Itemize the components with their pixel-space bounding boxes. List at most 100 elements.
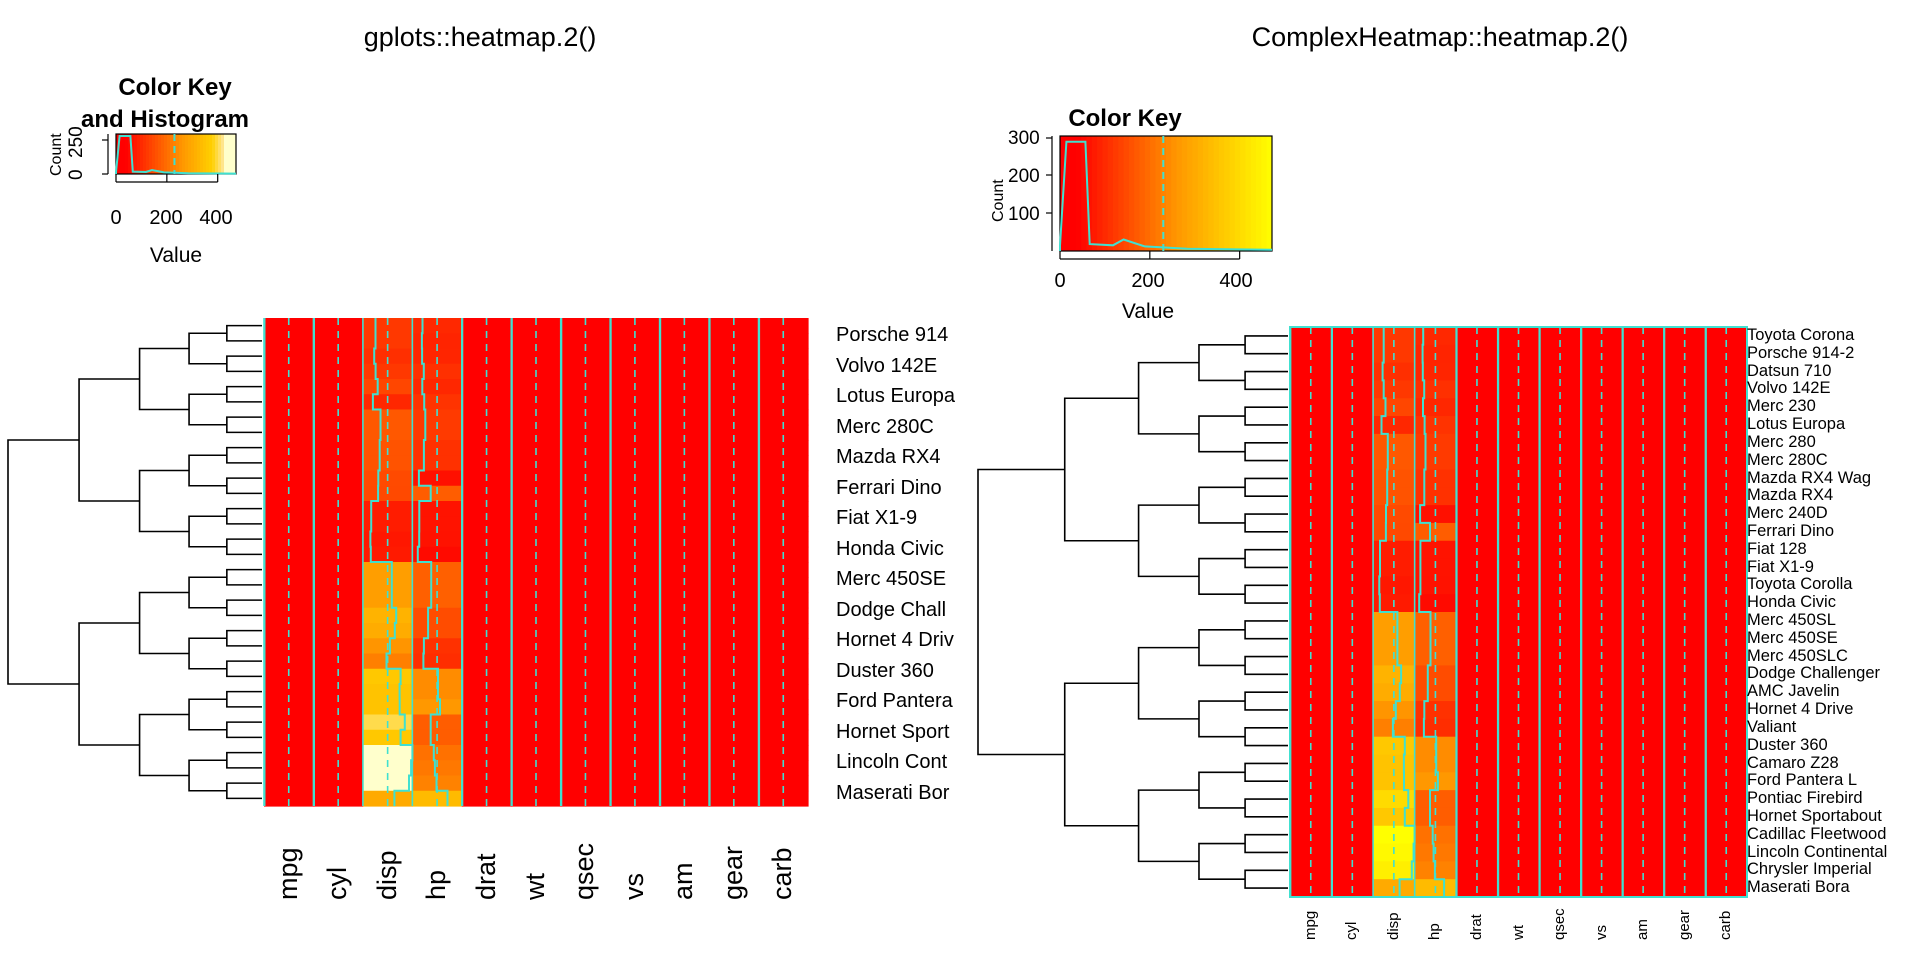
heatmap-cell	[1331, 433, 1374, 453]
heatmap-cell	[1290, 433, 1333, 453]
dendrogram-branch	[7, 439, 80, 685]
heatmap-cell	[659, 318, 710, 334]
heatmap-cell	[1663, 327, 1707, 346]
right-key-ytick: 100	[1008, 204, 1040, 225]
key-gradient-segment	[1229, 136, 1236, 251]
dendrogram-branch	[1198, 842, 1246, 880]
heatmap-cell	[1539, 327, 1582, 346]
row-label: Merc 450SL	[1747, 611, 1836, 629]
row-label: Ferrari Dino	[836, 476, 942, 499]
heatmap-cell	[659, 668, 710, 685]
heatmap-cell	[758, 699, 809, 716]
heatmap-cell	[560, 348, 611, 365]
row-label: Hornet 4 Driv	[836, 629, 954, 651]
dendrogram-branch	[138, 713, 190, 777]
right-heatmap-panel: ComplexHeatmap::heatmap.2() Color Key Co…	[960, 0, 1920, 960]
row-label: Fiat X1-9	[1747, 557, 1814, 576]
dendrogram-branch	[226, 355, 262, 373]
row-label: Ferrari Dino	[1747, 521, 1835, 540]
row-label: Datsun 710	[1747, 361, 1832, 380]
heatmap-cell	[1622, 807, 1665, 827]
row-label: Merc 450SLC	[1747, 646, 1848, 665]
heatmap-cell	[1331, 772, 1374, 791]
key-gradient-segment	[1123, 136, 1130, 251]
heatmap-cell	[461, 333, 512, 350]
heatmap-cell	[362, 607, 413, 624]
heatmap-cell	[1331, 612, 1374, 631]
key-frame	[115, 133, 237, 175]
key-gradient-segment	[224, 134, 228, 174]
row-label: Cadillac Fleetwood	[1747, 824, 1887, 843]
heatmap-cell	[758, 760, 809, 777]
heatmap-cell	[758, 440, 809, 456]
heatmap-cell	[1456, 807, 1499, 827]
heatmap-cell	[1290, 576, 1333, 595]
key-gradient-segment	[1144, 136, 1151, 251]
heatmap-cell	[1539, 612, 1582, 631]
heatmap-cell	[659, 348, 710, 365]
key-gradient-segment	[1245, 136, 1252, 251]
heatmap-cell	[1663, 469, 1707, 488]
dendrogram-branch	[1137, 789, 1199, 863]
heatmap-cell	[313, 501, 364, 517]
heatmap-cell	[1497, 718, 1540, 738]
right-key-title: Color Key	[1068, 105, 1182, 132]
row-label: Volvo 142E	[836, 354, 938, 377]
heatmap-cell	[511, 699, 562, 716]
row-label: Mazda RX4	[1747, 486, 1834, 505]
key-gradient-segment	[164, 134, 168, 174]
key-gradient-segment	[230, 134, 234, 174]
key-gradient-segment	[1134, 136, 1140, 251]
row-label: Merc 230	[1747, 397, 1816, 416]
heatmap-cell	[461, 699, 512, 716]
heatmap-cell	[461, 440, 512, 456]
key-gradient-segment	[194, 134, 198, 174]
key-gradient-segment	[212, 134, 216, 174]
heatmap-cell	[1622, 327, 1665, 346]
heatmap-cell	[1539, 754, 1582, 773]
key-gradient-segment	[191, 134, 195, 174]
row-label: Mazda RX4	[836, 446, 941, 468]
heatmap-cell	[264, 333, 315, 350]
column-label: drat	[1467, 914, 1485, 940]
heatmap-cell	[560, 684, 611, 700]
heatmap-cell	[461, 760, 512, 777]
dendrogram-branch	[1198, 629, 1246, 667]
right-key-xlabel: Value	[1121, 300, 1175, 323]
heatmap-cell	[1580, 327, 1623, 346]
heatmap-cell	[758, 668, 809, 685]
row-label: Lincoln Cont	[836, 751, 948, 773]
heatmap-cell	[362, 760, 413, 777]
heatmap-cell	[1705, 433, 1748, 453]
heatmap-cell	[362, 501, 413, 517]
column-label: gear	[717, 845, 748, 900]
heatmap-cell	[461, 501, 512, 517]
right-key-xtick: 200	[1131, 270, 1165, 292]
row-label: Fiat 128	[1747, 539, 1807, 558]
heatmap-cell	[758, 607, 809, 624]
key-gradient-segment	[1086, 136, 1093, 251]
heatmap-cell	[461, 607, 512, 624]
heatmap-cell	[1663, 380, 1707, 399]
heatmap-cell	[1456, 469, 1499, 488]
key-gradient-segment	[131, 134, 135, 174]
heatmap-cell	[1456, 718, 1499, 738]
heatmap-cell	[1622, 665, 1665, 684]
heatmap-cell	[1497, 576, 1540, 595]
heatmap-cell	[1580, 612, 1623, 631]
left-key-ytick: 250	[66, 126, 87, 158]
row-label: Merc 450SE	[1747, 628, 1838, 647]
heatmap-cell	[1290, 380, 1333, 399]
dendrogram-branch	[1198, 700, 1246, 738]
heatmap-cell	[1539, 576, 1582, 595]
heatmap-cell	[1414, 327, 1457, 346]
dendrogram-branch	[188, 393, 227, 426]
heatmap-cell	[659, 516, 710, 533]
key-gradient-segment	[1187, 136, 1193, 251]
heatmap-cell	[560, 516, 611, 533]
heatmap-cell	[659, 440, 710, 456]
heatmap-cell	[511, 333, 562, 350]
dendrogram-branch	[1244, 441, 1288, 462]
heatmap-cell	[659, 592, 710, 609]
heatmap-cell	[1331, 807, 1374, 827]
